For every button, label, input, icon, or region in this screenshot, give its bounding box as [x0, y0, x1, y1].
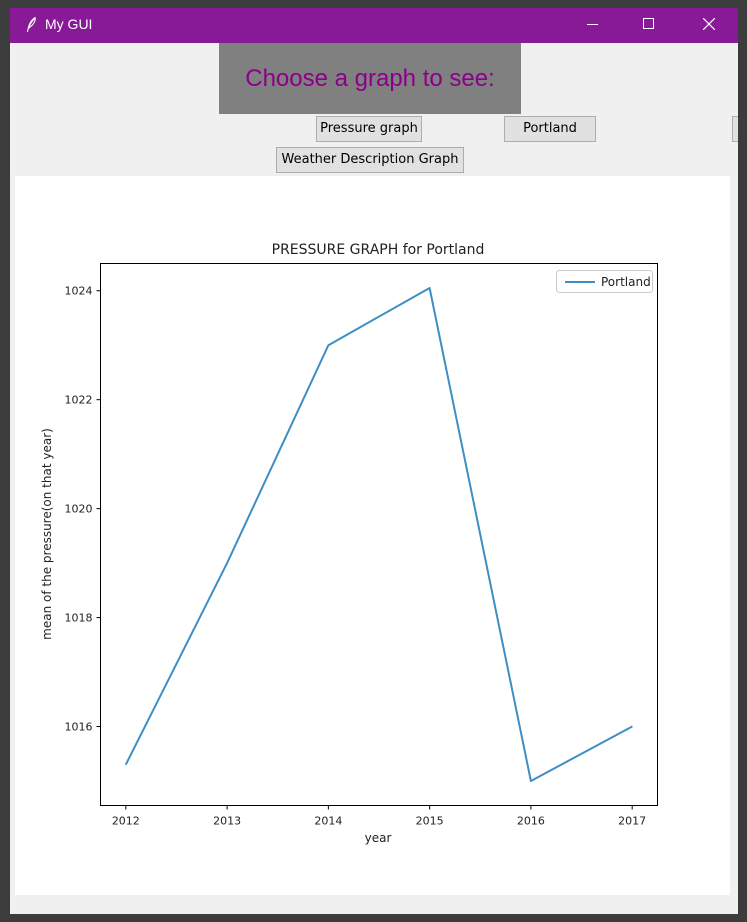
app-window: My GUI Choose a graph to see: Pressure g… [10, 8, 738, 914]
y-tick-label: 1024 [65, 285, 93, 298]
x-axis-ticks: 2012 2013 2014 2015 2016 2017 [112, 805, 646, 828]
chart-canvas: PRESSURE GRAPH for Portland 1016 1018 1020… [15, 176, 730, 895]
series-line [124, 287, 633, 782]
header-label: Choose a graph to see: [245, 65, 495, 92]
y-tick-label: 1020 [65, 503, 93, 516]
clipped-button[interactable] [732, 116, 738, 142]
x-axis-label: year [365, 831, 392, 845]
legend-box [556, 270, 653, 293]
x-tick-label: 2016 [517, 815, 545, 828]
y-tick-label: 1022 [65, 394, 93, 407]
data-point [631, 726, 633, 728]
minimize-icon [587, 24, 598, 25]
series-layer [124, 287, 633, 782]
maximize-button[interactable] [626, 8, 672, 40]
header-banner: Choose a graph to see: [219, 43, 521, 114]
x-tick-label: 2013 [213, 815, 241, 828]
close-icon [703, 18, 715, 30]
data-point [327, 344, 329, 346]
y-tick-label: 1016 [65, 721, 93, 734]
close-button[interactable] [686, 8, 732, 40]
window-title: My GUI [45, 16, 93, 32]
portland-button[interactable]: Portland [504, 116, 596, 142]
legend-label: Portland [601, 275, 651, 289]
chart-title: PRESSURE GRAPH for Portland [272, 242, 485, 258]
x-tick-label: 2014 [314, 815, 342, 828]
legend: Portland [556, 270, 653, 293]
data-point [125, 764, 127, 766]
title-bar[interactable]: My GUI [10, 8, 738, 43]
y-axis-label: mean of the pressure(on that year) [40, 428, 54, 640]
pressure-chart: PRESSURE GRAPH for Portland 1016 1018 1020… [40, 242, 658, 845]
plot-area [100, 263, 658, 806]
x-tick-label: 2012 [112, 815, 140, 828]
maximize-icon [643, 18, 654, 29]
y-tick-label: 1018 [65, 612, 93, 625]
x-tick-label: 2017 [618, 815, 646, 828]
minimize-button[interactable] [570, 8, 616, 40]
pressure-graph-button[interactable]: Pressure graph [316, 116, 422, 142]
x-tick-label: 2015 [416, 815, 444, 828]
weather-description-graph-button[interactable]: Weather Description Graph [276, 147, 464, 173]
y-axis-ticks: 1016 1018 1020 1022 1024 [65, 285, 101, 734]
data-point [530, 780, 532, 782]
data-point [429, 287, 431, 289]
feather-icon [24, 16, 38, 34]
data-point [226, 562, 228, 564]
